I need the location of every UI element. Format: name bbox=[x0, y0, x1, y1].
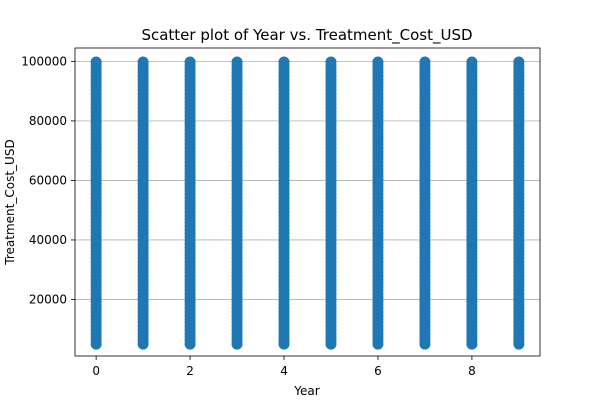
x-tick-label: 2 bbox=[186, 364, 194, 378]
point-column bbox=[325, 56, 337, 350]
x-tick-label: 0 bbox=[92, 364, 100, 378]
scatter-point bbox=[137, 56, 149, 68]
point-column bbox=[184, 56, 196, 350]
scatter-point bbox=[90, 56, 102, 68]
y-tick-label: 100000 bbox=[21, 54, 67, 68]
ticks-layer: 0 2 4 6 8 20000 40000 60000 80000 100000 bbox=[21, 54, 476, 378]
scatter-point bbox=[325, 56, 337, 68]
y-tick-label: 80000 bbox=[29, 114, 67, 128]
chart-title: Scatter plot of Year vs. Treatment_Cost_… bbox=[141, 26, 472, 45]
scatter-point bbox=[419, 56, 431, 68]
scatter-point bbox=[372, 56, 384, 68]
scatter-point bbox=[184, 56, 196, 68]
grid-layer bbox=[75, 60, 540, 300]
point-column bbox=[231, 56, 243, 350]
points-layer bbox=[90, 56, 525, 350]
point-column bbox=[513, 56, 525, 350]
point-column bbox=[278, 56, 290, 350]
scatter-point bbox=[466, 56, 478, 68]
y-tick-label: 60000 bbox=[29, 173, 67, 187]
x-tick-label: 6 bbox=[374, 364, 382, 378]
point-column bbox=[466, 56, 478, 350]
y-axis-label: Treatment_Cost_USD bbox=[3, 139, 17, 265]
y-tick-label: 40000 bbox=[29, 233, 67, 247]
point-column bbox=[419, 56, 431, 350]
point-column bbox=[372, 56, 384, 350]
scatter-point bbox=[513, 56, 525, 68]
scatter-point bbox=[278, 56, 290, 68]
y-tick-label: 20000 bbox=[29, 292, 67, 306]
point-column bbox=[90, 56, 102, 350]
x-tick-label: 4 bbox=[280, 364, 288, 378]
x-tick-label: 8 bbox=[468, 364, 476, 378]
x-axis-label: Year bbox=[293, 384, 319, 398]
scatter-point bbox=[231, 56, 243, 68]
point-column bbox=[137, 56, 149, 350]
plot-frame bbox=[74, 47, 541, 357]
